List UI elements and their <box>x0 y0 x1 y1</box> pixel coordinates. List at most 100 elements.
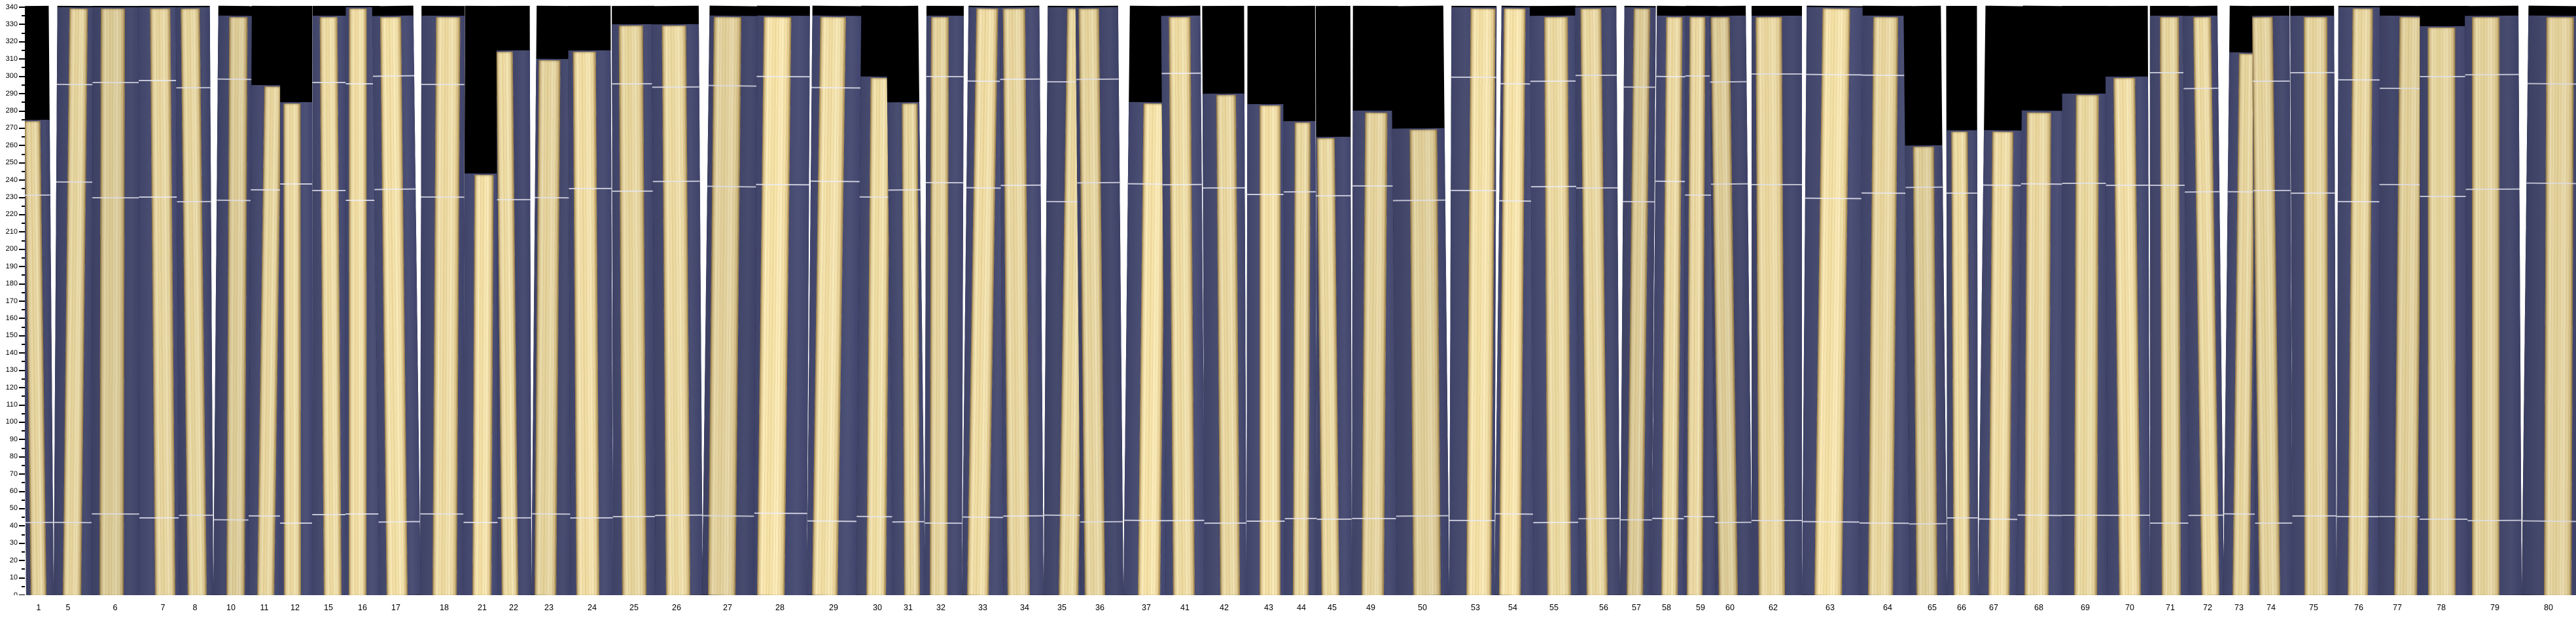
wood-strip <box>573 51 599 596</box>
photo-backing <box>1977 130 2022 596</box>
y-tick-label: 200 <box>5 245 18 253</box>
y-minor-tick <box>22 240 25 242</box>
x-sample-label: 23 <box>544 603 554 612</box>
sample-column <box>2251 5 2293 598</box>
photo-backing <box>372 15 420 596</box>
photo-stitch-seam <box>2149 522 2189 524</box>
x-sample-label: 73 <box>2234 603 2244 612</box>
photo-stitch-seam <box>1656 75 1689 78</box>
sample-column <box>2419 5 2469 598</box>
photo-backing <box>175 7 213 596</box>
sample-column <box>279 5 312 598</box>
wood-strip <box>432 17 461 596</box>
photo-stitch-seam <box>1530 81 1576 82</box>
x-sample-label: 44 <box>1297 603 1306 612</box>
photo-stitch-seam <box>421 196 465 198</box>
y-major-tick <box>19 525 25 527</box>
photo-backing <box>612 24 656 596</box>
wood-strip <box>256 86 281 596</box>
photo-backing <box>999 7 1044 596</box>
wood-strip <box>2427 27 2456 596</box>
photo-stitch-seam <box>2224 513 2256 515</box>
x-sample-label: 36 <box>1095 603 1104 612</box>
photo-backing <box>2378 16 2421 596</box>
x-sample-label: 27 <box>723 603 732 612</box>
y-tick-label: 0 <box>0 591 18 600</box>
photo-backing <box>2251 16 2293 596</box>
sample-column <box>2336 5 2380 598</box>
x-sample-label: 28 <box>775 603 785 612</box>
photo-stitch-seam <box>1247 193 1286 196</box>
sample-column <box>612 5 656 598</box>
y-tick-label: 150 <box>5 331 18 340</box>
y-major-tick <box>19 58 25 60</box>
x-sample-label: 43 <box>1264 603 1273 612</box>
x-sample-label: 15 <box>324 603 333 612</box>
wood-strip <box>1169 17 1195 596</box>
y-major-tick <box>19 110 25 112</box>
y-minor-tick <box>22 568 25 570</box>
photo-stitch-seam <box>652 180 699 183</box>
photo-backing <box>1620 7 1656 596</box>
wood-strip <box>811 16 846 596</box>
photo-stitch-seam <box>1003 515 1043 517</box>
photo-stitch-seam <box>2336 516 2378 518</box>
photo-stitch-seam <box>612 82 654 85</box>
wood-strip <box>756 16 792 596</box>
sample-column <box>885 5 925 598</box>
wood-strip <box>1544 17 1571 596</box>
x-sample-label: 18 <box>440 603 449 612</box>
photo-stitch-seam <box>1979 518 2018 521</box>
x-sample-label: 32 <box>936 603 945 612</box>
y-tick-label: 180 <box>5 280 18 288</box>
photo-stitch-seam <box>2290 72 2335 74</box>
sample-column <box>2464 5 2522 598</box>
x-sample-label: 55 <box>1549 603 1559 612</box>
y-minor-tick <box>22 15 25 17</box>
y-tick-label: 160 <box>5 314 18 322</box>
x-sample-label: 62 <box>1769 603 1778 612</box>
sample-column <box>2289 5 2337 598</box>
y-major-tick <box>19 41 25 43</box>
photo-stitch-seam <box>2107 515 2150 517</box>
y-tick-label: 120 <box>5 383 18 392</box>
photo-backing <box>1351 111 1398 596</box>
x-sample-label: 67 <box>1989 603 1998 612</box>
wood-strip <box>1216 94 1240 596</box>
photo-stitch-seam <box>1162 183 1201 186</box>
x-sample-label: 74 <box>2267 603 2276 612</box>
photo-backing <box>1575 7 1620 596</box>
photo-backing <box>1905 145 1947 596</box>
photo-backing <box>651 24 702 596</box>
y-minor-tick <box>22 534 25 536</box>
y-tick-label: 280 <box>5 107 18 115</box>
wood-strip <box>930 17 949 596</box>
photo-stitch-seam <box>1623 86 1655 88</box>
y-tick-label: 290 <box>5 89 18 98</box>
photo-stitch-seam <box>1947 517 1978 519</box>
wood-strip <box>1580 8 1608 596</box>
x-sample-label: 72 <box>2203 603 2212 612</box>
photo-stitch-seam <box>1578 518 1620 520</box>
y-minor-tick <box>22 551 25 553</box>
x-sample-label: 1 <box>36 603 41 612</box>
x-sample-label: 26 <box>672 603 681 612</box>
photo-stitch-seam <box>2419 518 2469 520</box>
photo-stitch-seam <box>1450 189 1496 192</box>
wood-strip <box>1756 17 1785 595</box>
photo-backing <box>496 50 531 596</box>
photo-stitch-seam <box>279 183 312 185</box>
x-sample-label: 78 <box>2437 603 2446 612</box>
y-minor-tick <box>22 482 25 484</box>
sample-column <box>1202 5 1246 598</box>
photo-stitch-seam <box>54 521 92 524</box>
y-major-tick <box>19 127 25 129</box>
photo-stitch-seam <box>1351 517 1397 519</box>
x-sample-label: 45 <box>1328 603 1337 612</box>
photo-backing <box>1392 128 1449 596</box>
y-tick-label: 20 <box>9 556 18 564</box>
y-major-tick <box>19 231 25 233</box>
x-sample-label: 64 <box>1883 603 1892 612</box>
photo-backing <box>1708 15 1752 596</box>
photo-stitch-seam <box>2465 73 2519 76</box>
